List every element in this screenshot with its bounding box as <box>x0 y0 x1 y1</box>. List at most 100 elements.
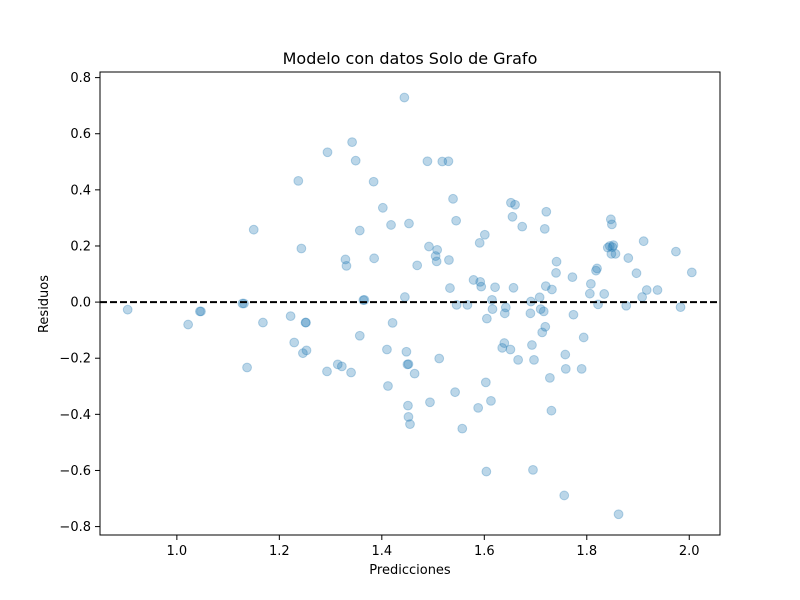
data-point <box>451 215 462 226</box>
data-point <box>258 317 268 328</box>
data-point <box>432 245 443 255</box>
data-point <box>546 405 557 416</box>
data-point <box>499 308 510 319</box>
data-point <box>377 202 388 213</box>
data-point <box>480 377 491 388</box>
data-point <box>473 402 484 413</box>
data-point <box>671 246 681 257</box>
data-point <box>434 353 445 364</box>
data-point <box>605 214 616 225</box>
data-point <box>551 256 562 267</box>
data-point <box>402 359 413 370</box>
data-point <box>183 319 194 330</box>
data-point <box>578 332 589 343</box>
data-point <box>506 197 516 208</box>
y-axis: −0.8 −0.6 −0.4 −0.2 0.0 0.2 0.4 0.6 0.8 <box>59 71 100 535</box>
data-point <box>368 176 379 187</box>
data-point <box>382 344 392 355</box>
plot-area-frame <box>99 71 721 536</box>
data-point <box>481 313 492 324</box>
data-point <box>445 283 455 293</box>
data-point <box>541 206 552 217</box>
data-point <box>301 345 312 356</box>
data-point <box>242 362 252 373</box>
data-point <box>610 248 621 259</box>
data-point <box>513 355 524 365</box>
data-point <box>457 423 468 434</box>
data-point <box>499 338 510 348</box>
data-point <box>476 281 487 292</box>
data-point <box>525 308 536 319</box>
data-point <box>547 284 557 295</box>
data-point <box>431 256 442 267</box>
data-point <box>475 276 486 287</box>
y-tick-label: −0.2 <box>59 352 91 367</box>
y-tick-label: 0.6 <box>70 127 91 142</box>
data-point <box>479 229 490 240</box>
data-point <box>437 156 448 167</box>
data-point <box>537 327 548 338</box>
data-point <box>527 340 537 350</box>
data-point <box>486 395 496 406</box>
data-point <box>336 361 347 372</box>
data-point <box>517 221 528 232</box>
data-point <box>403 400 413 411</box>
chart-title: Modelo con datos Solo de Grafo <box>283 49 538 68</box>
data-point <box>641 285 652 295</box>
x-tick-label: 1.0 <box>167 544 188 559</box>
data-point <box>301 317 311 328</box>
data-point <box>412 260 423 271</box>
data-point <box>450 387 460 398</box>
data-point <box>387 317 398 328</box>
data-point <box>505 344 516 355</box>
x-axis: 1.0 1.2 1.4 1.6 1.8 2.0 <box>167 535 700 559</box>
data-point <box>409 368 420 379</box>
data-point <box>606 219 617 230</box>
x-tick-label: 1.6 <box>474 544 495 559</box>
y-tick-label: −0.4 <box>59 408 91 423</box>
data-point <box>538 306 549 317</box>
data-point <box>560 349 571 360</box>
data-point <box>602 242 613 253</box>
data-point <box>293 175 304 186</box>
data-point <box>296 243 307 254</box>
data-point <box>529 355 539 365</box>
data-point <box>507 211 518 222</box>
data-point <box>576 363 587 374</box>
data-point <box>122 304 133 315</box>
data-point <box>568 309 579 320</box>
data-point <box>340 254 351 265</box>
data-point <box>508 282 519 293</box>
data-point <box>490 282 500 293</box>
data-point <box>443 156 454 167</box>
data-point <box>544 372 555 383</box>
data-point <box>551 268 561 278</box>
y-tick-label: 0.8 <box>70 71 91 86</box>
data-point <box>298 348 308 359</box>
data-point <box>422 156 433 167</box>
data-point <box>350 155 361 166</box>
data-point <box>430 251 441 261</box>
data-point <box>652 285 663 295</box>
x-tick-label: 1.8 <box>576 544 597 559</box>
data-point <box>341 261 352 271</box>
data-point <box>613 509 624 520</box>
data-point <box>584 288 595 299</box>
data-point <box>468 275 479 285</box>
data-point <box>239 298 249 309</box>
data-point <box>386 220 396 230</box>
data-point <box>487 304 498 315</box>
data-point <box>346 367 356 378</box>
data-point <box>195 306 205 317</box>
data-point <box>675 302 686 313</box>
data-point <box>399 92 410 103</box>
data-point <box>444 255 454 265</box>
y-tick-label: 0.4 <box>70 183 91 198</box>
data-point <box>510 199 520 210</box>
data-point <box>500 302 511 313</box>
data-point <box>631 268 642 279</box>
data-point <box>403 359 414 370</box>
data-point <box>606 248 617 259</box>
data-point <box>425 397 435 408</box>
